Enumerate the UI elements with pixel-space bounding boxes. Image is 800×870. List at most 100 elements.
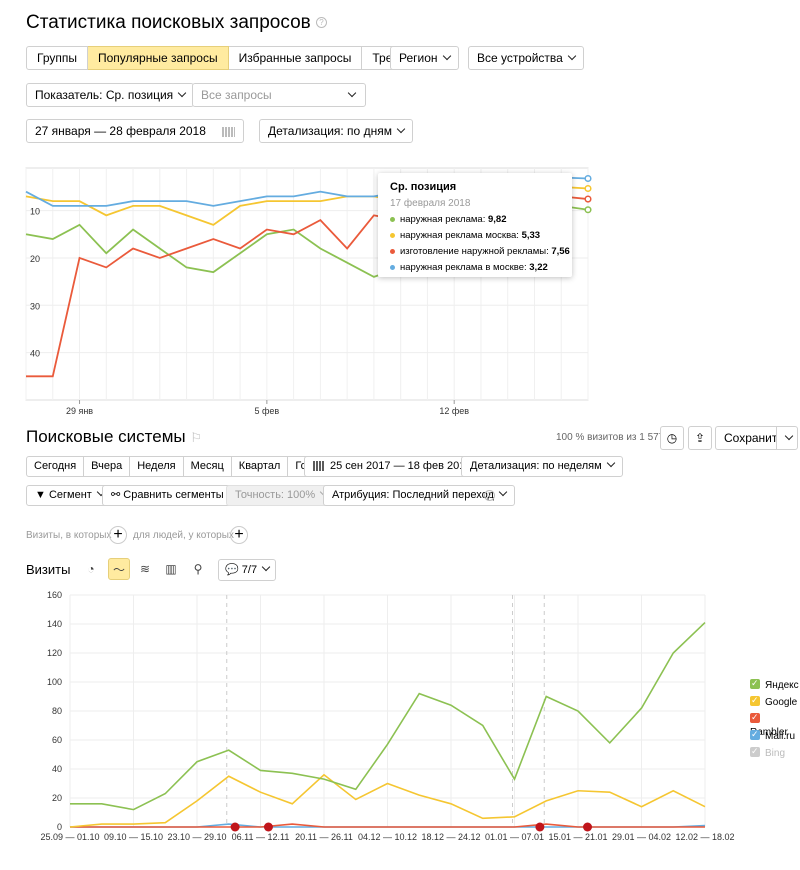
annotation-marker bbox=[535, 822, 545, 832]
detail-dropdown[interactable]: Детализация: по дням bbox=[259, 119, 413, 143]
save-dropdown[interactable] bbox=[776, 426, 798, 450]
period-today[interactable]: Сегодня bbox=[26, 456, 85, 477]
tooltip-row: наружная реклама в москве: 3,22 bbox=[390, 262, 560, 273]
chevron-down-icon bbox=[784, 431, 794, 441]
x-tick-label: 29 янв bbox=[66, 406, 93, 416]
queries-select[interactable]: Все запросы bbox=[192, 83, 366, 107]
x-tick-label: 18.12 — 24.12 bbox=[421, 832, 480, 842]
series-line bbox=[70, 621, 706, 811]
x-tick-label: 5 фев bbox=[255, 406, 280, 416]
x-tick-label: 15.01 — 21.01 bbox=[548, 832, 607, 842]
comment-icon: 💬 bbox=[225, 564, 242, 576]
date-range-input[interactable]: 27 января — 28 февраля 2018 bbox=[26, 119, 244, 143]
line-chart-icon[interactable]: 〜 bbox=[108, 558, 130, 580]
visits-which-label: Визиты, в которых bbox=[26, 530, 112, 541]
tab-groups[interactable]: Группы bbox=[26, 46, 88, 70]
annotation-marker bbox=[263, 822, 273, 832]
info-icon[interactable]: ? bbox=[484, 490, 495, 501]
chevron-down-icon bbox=[396, 124, 406, 134]
tooltip-title: Ср. позиция bbox=[390, 181, 457, 193]
calendar-icon bbox=[313, 461, 325, 472]
tooltip-row: наружная реклама: 9,82 bbox=[390, 214, 560, 225]
tab-popular[interactable]: Популярные запросы bbox=[87, 46, 229, 70]
filter-icon: ▼ bbox=[35, 489, 49, 501]
legend-item-google[interactable]: Google bbox=[750, 694, 797, 710]
export-icon[interactable]: ⇪ bbox=[688, 426, 712, 450]
series-point bbox=[584, 195, 592, 203]
segment-dropdown[interactable]: ▼ Сегмент bbox=[26, 485, 113, 506]
region-dropdown[interactable]: Регион bbox=[390, 46, 459, 70]
pie-chart-icon[interactable]: ◔ bbox=[87, 562, 95, 576]
legend-item-bing[interactable]: Bing bbox=[750, 745, 785, 761]
series-count-dropdown[interactable]: 💬 7/7 bbox=[218, 559, 277, 581]
chevron-down-icon bbox=[261, 562, 271, 572]
y-tick-label: 120 bbox=[47, 648, 62, 658]
period-week[interactable]: Неделя bbox=[130, 456, 184, 477]
series-line bbox=[70, 823, 705, 828]
page-title: Статистика поисковых запросов ? bbox=[26, 12, 328, 34]
calendar-icon bbox=[222, 127, 235, 137]
position-chart: 10 20 30 40 29 янв 5 фев 12 фев bbox=[25, 167, 592, 416]
compare-icon: ⚯ bbox=[111, 489, 124, 501]
tooltip-row: наружная реклама москва: 5,33 bbox=[390, 230, 560, 241]
y-tick-label: 0 bbox=[57, 822, 62, 832]
x-tick-label: 12.02 — 18.02 bbox=[675, 832, 734, 842]
chevron-down-icon bbox=[606, 458, 615, 468]
y-tick-label: 40 bbox=[52, 764, 62, 774]
legend-item-rambler[interactable]: Rambler bbox=[750, 711, 800, 738]
engines-title: Поисковые системы ⚐ bbox=[26, 427, 203, 446]
map-icon[interactable]: ⚲ bbox=[193, 562, 203, 576]
attribution-dropdown[interactable]: Атрибуция: Последний переход bbox=[323, 485, 515, 506]
engines-detail-dropdown[interactable]: Детализация: по неделям bbox=[461, 456, 623, 477]
bar-chart-icon[interactable]: ▥ bbox=[165, 562, 177, 576]
tooltip-date: 17 февраля 2018 bbox=[390, 198, 471, 209]
y-tick-label: 20 bbox=[52, 793, 62, 803]
compare-segments-dropdown[interactable]: ⚯ Сравнить сегменты bbox=[102, 485, 245, 506]
period-month[interactable]: Месяц bbox=[183, 456, 232, 477]
x-tick-label: 06.11 — 12.11 bbox=[232, 832, 290, 842]
area-chart-icon[interactable]: ≋ bbox=[139, 562, 151, 576]
x-tick-label: 23.10 — 29.10 bbox=[167, 832, 226, 842]
x-tick-label: 29.01 — 04.02 bbox=[612, 832, 671, 842]
y-tick-label: 160 bbox=[47, 590, 62, 600]
x-tick-label: 09.10 — 15.10 bbox=[104, 832, 163, 842]
series-line bbox=[69, 773, 706, 828]
chevron-down-icon bbox=[567, 51, 577, 61]
series-point bbox=[584, 206, 592, 214]
y-tick-label: 30 bbox=[30, 301, 40, 311]
period-yesterday[interactable]: Вчера bbox=[84, 456, 131, 477]
y-tick-label: 100 bbox=[47, 677, 62, 687]
y-tick-label: 10 bbox=[30, 207, 40, 217]
x-tick-label: 01.01 — 07.01 bbox=[485, 832, 544, 842]
x-tick-label: 04.12 — 10.12 bbox=[358, 832, 417, 842]
devices-dropdown[interactable]: Все устройства bbox=[468, 46, 584, 70]
series-point bbox=[584, 184, 592, 193]
bookmark-icon[interactable]: ⚐ bbox=[190, 430, 203, 445]
chart-tooltip: Ср. позиция 17 февраля 2018 наружная рек… bbox=[378, 173, 572, 277]
y-tick-label: 80 bbox=[52, 706, 62, 716]
y-tick-label: 60 bbox=[52, 735, 62, 745]
info-icon[interactable]: ? bbox=[316, 17, 328, 29]
engines-date-range[interactable]: 25 сен 2017 — 18 фев 2018 bbox=[304, 456, 481, 477]
tab-favorite[interactable]: Избранные запросы bbox=[228, 46, 363, 70]
clock-icon[interactable]: ◷ bbox=[660, 426, 684, 450]
chevron-down-icon bbox=[498, 487, 508, 497]
metric-dropdown[interactable]: Показатель: Ср. позиция bbox=[26, 83, 195, 107]
people-which-label: для людей, у которых bbox=[133, 530, 234, 541]
x-tick-label: 25.09 — 01.10 bbox=[40, 832, 99, 842]
tabs: Группы Популярные запросы Избранные запр… bbox=[26, 46, 417, 70]
add-visits-condition-button[interactable]: + bbox=[109, 526, 127, 544]
add-people-condition-button[interactable]: + bbox=[230, 526, 248, 544]
series-point bbox=[584, 174, 592, 183]
period-quarter[interactable]: Квартал bbox=[231, 456, 289, 477]
x-tick-label: 12 фев bbox=[439, 406, 469, 416]
legend-item-yandex[interactable]: Яндекс bbox=[750, 677, 799, 693]
annotation-marker bbox=[230, 822, 240, 832]
visits-chart: 0 20 40 60 80 100 120 140 160 25.09 — 01.10 09.10 … bbox=[40, 590, 734, 842]
accuracy-dropdown[interactable]: Точность: 100% bbox=[226, 485, 337, 506]
visits-share: 100 % визитов из 1 577 bbox=[556, 432, 665, 443]
chevron-down-icon bbox=[347, 88, 357, 98]
visits-title: Визиты bbox=[26, 562, 71, 577]
y-tick-label: 20 bbox=[30, 254, 40, 264]
legend-item-mailru[interactable]: Mail.ru bbox=[750, 728, 795, 744]
